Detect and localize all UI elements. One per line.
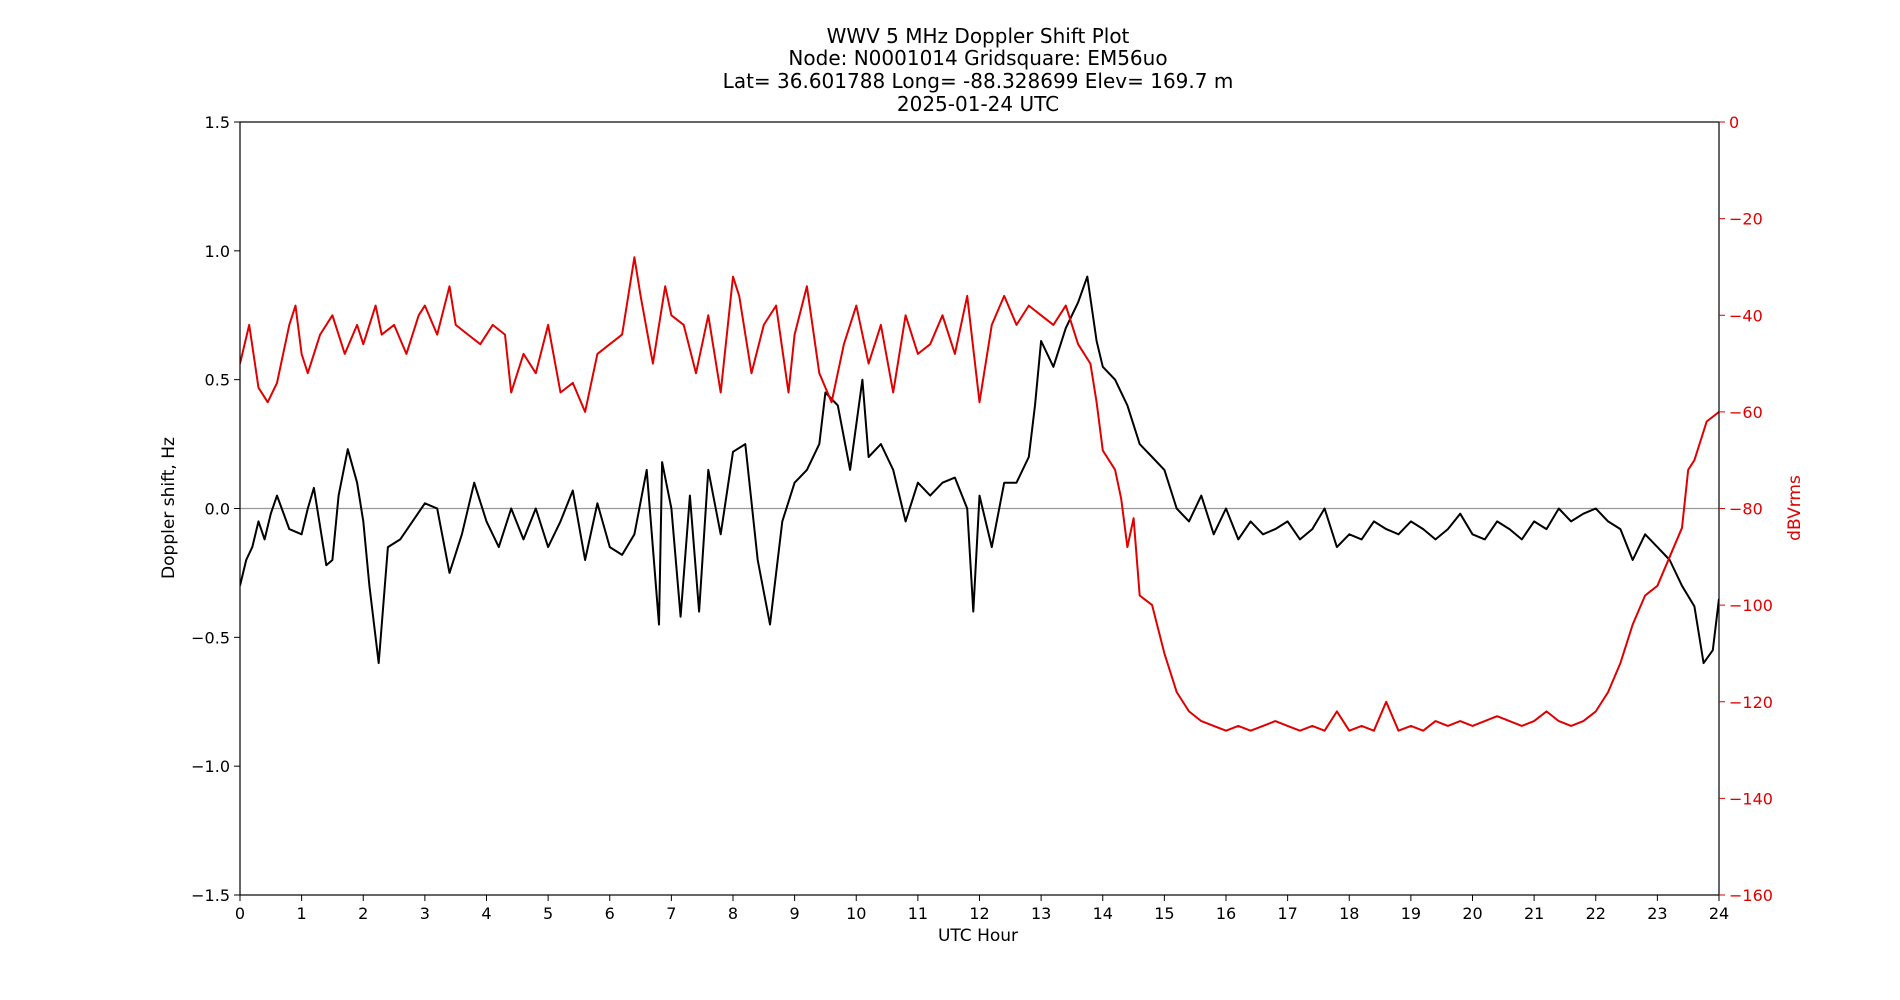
- x-tick-label: 10: [846, 904, 866, 923]
- y2-tick-label: −120: [1729, 693, 1773, 712]
- y-tick-label: 0.5: [205, 371, 230, 390]
- power-series-line: [240, 256, 1719, 732]
- x-tick-label: 16: [1216, 904, 1236, 923]
- x-tick-label: 9: [790, 904, 800, 923]
- x-tick-label: 3: [420, 904, 430, 923]
- x-tick-label: 24: [1709, 904, 1729, 923]
- y-tick-label: −0.5: [191, 628, 230, 647]
- x-tick-label: 19: [1401, 904, 1421, 923]
- x-tick-label: 0: [235, 904, 245, 923]
- y-axis-label: Doppler shift, Hz: [159, 437, 179, 579]
- x-tick-label: 2: [358, 904, 368, 923]
- x-tick-label: 4: [481, 904, 491, 923]
- x-tick-label: 6: [605, 904, 615, 923]
- x-tick-label: 1: [297, 904, 307, 923]
- y2-tick-label: −80: [1729, 500, 1763, 519]
- x-tick-label: 5: [543, 904, 553, 923]
- x-tick-label: 11: [908, 904, 928, 923]
- x-tick-label: 13: [1031, 904, 1051, 923]
- left-y-axis: 1.5 1.0 0.5 0.0 −0.5 −1.0 −1.5: [191, 113, 240, 905]
- y2-tick-label: −160: [1729, 886, 1773, 905]
- x-tick-label: 8: [728, 904, 738, 923]
- x-tick-label: 14: [1093, 904, 1113, 923]
- x-tick-label: 18: [1339, 904, 1359, 923]
- y-tick-label: 1.0: [205, 242, 230, 261]
- y2-axis-label: dBVrms: [1785, 475, 1805, 541]
- x-axis: 0 1 2 3 4 5 6 7 8 9 10 11 12 13 14 15 16 17 18 19 20 21 22 23 24: [235, 895, 1729, 923]
- title-line-3: Lat= 36.601788 Long= -88.328699 Elev= 16…: [723, 69, 1234, 93]
- doppler-series-line: [240, 275, 1719, 665]
- x-tick-label: 21: [1524, 904, 1544, 923]
- y-tick-label: −1.0: [191, 757, 230, 776]
- x-tick-label: 7: [666, 904, 676, 923]
- y2-tick-label: 0: [1729, 113, 1739, 132]
- title-line-4: 2025-01-24 UTC: [897, 92, 1059, 116]
- x-tick-label: 20: [1462, 904, 1482, 923]
- x-tick-label: 12: [969, 904, 989, 923]
- x-axis-label: UTC Hour: [938, 926, 1018, 946]
- x-tick-label: 22: [1586, 904, 1606, 923]
- y2-tick-label: −20: [1729, 210, 1763, 229]
- y-tick-label: −1.5: [191, 886, 230, 905]
- y2-tick-label: −140: [1729, 789, 1773, 808]
- x-tick-label: 15: [1154, 904, 1174, 923]
- y2-tick-label: −40: [1729, 306, 1763, 325]
- y2-tick-label: −60: [1729, 403, 1763, 422]
- x-tick-label: 17: [1277, 904, 1297, 923]
- title-line-1: WWV 5 MHz Doppler Shift Plot: [827, 24, 1130, 48]
- right-y-axis: 0 −20 −40 −60 −80 −100 −120 −140 −160: [1719, 113, 1773, 905]
- y-tick-label: 1.5: [205, 113, 230, 132]
- x-tick-label: 23: [1647, 904, 1667, 923]
- y2-tick-label: −100: [1729, 596, 1773, 615]
- chart-title: WWV 5 MHz Doppler Shift Plot Node: N0001…: [723, 24, 1234, 116]
- title-line-2: Node: N0001014 Gridsquare: EM56uo: [788, 46, 1167, 70]
- y-tick-label: 0.0: [205, 500, 230, 519]
